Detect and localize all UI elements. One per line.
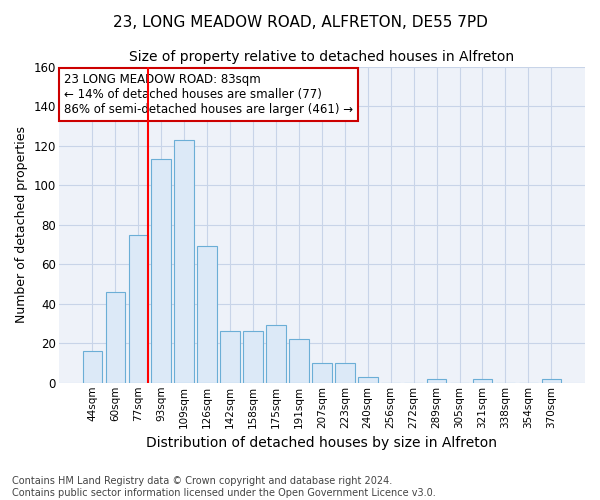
Bar [243,332,263,383]
Bar [128,234,148,383]
Y-axis label: Number of detached properties: Number of detached properties [15,126,28,323]
Bar [335,363,355,383]
Bar [289,340,308,383]
X-axis label: Distribution of detached houses by size in Alfreton: Distribution of detached houses by size … [146,436,497,450]
Bar [312,363,332,383]
Bar [175,140,194,383]
Bar [220,332,240,383]
Bar [473,379,492,383]
Bar [358,377,377,383]
Text: Contains HM Land Registry data © Crown copyright and database right 2024.
Contai: Contains HM Land Registry data © Crown c… [12,476,436,498]
Text: 23 LONG MEADOW ROAD: 83sqm
← 14% of detached houses are smaller (77)
86% of semi: 23 LONG MEADOW ROAD: 83sqm ← 14% of deta… [64,73,353,116]
Bar [151,160,171,383]
Title: Size of property relative to detached houses in Alfreton: Size of property relative to detached ho… [129,50,514,64]
Bar [106,292,125,383]
Bar [197,246,217,383]
Bar [266,326,286,383]
Bar [83,351,102,383]
Text: 23, LONG MEADOW ROAD, ALFRETON, DE55 7PD: 23, LONG MEADOW ROAD, ALFRETON, DE55 7PD [113,15,487,30]
Bar [427,379,446,383]
Bar [542,379,561,383]
